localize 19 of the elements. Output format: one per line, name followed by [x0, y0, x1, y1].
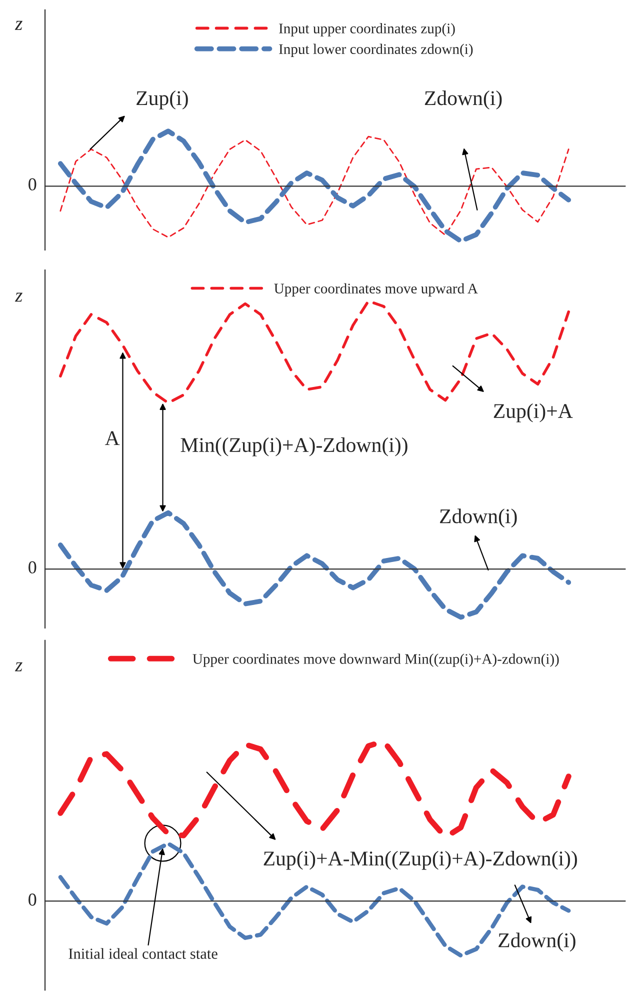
legend-label: Upper coordinates move downward Min((zup(i)+A)-zdown(i))	[192, 654, 559, 667]
y-axis-title: z	[14, 662, 22, 672]
annotation: Zup(i)+A-Min((Zup(i)+A)-Zdown(i))	[264, 850, 577, 870]
legend-label: Input lower coordinates zdown(i)	[279, 44, 473, 58]
y-axis-title: z	[14, 20, 22, 30]
legend-label: Upper coordinates move upward A	[274, 283, 478, 296]
annotation: Min((Zup(i)+A)-Zdown(i))	[180, 437, 408, 456]
annotation: Initial ideal contact state	[68, 948, 218, 959]
text: 0	[28, 178, 36, 190]
text: Zdown(i)	[424, 90, 502, 110]
legend-label: Input upper coordinates zup(i)	[279, 23, 455, 36]
text: 0	[28, 561, 36, 574]
annotation: Zdown(i)	[440, 508, 517, 528]
text: 0	[28, 894, 36, 906]
y-axis-title: z	[14, 292, 22, 302]
text: Zup(i)	[136, 90, 188, 110]
annotation: Zup(i)+A	[494, 403, 573, 422]
annotation: A	[104, 431, 120, 446]
annotation: Zdown(i)	[498, 932, 576, 952]
